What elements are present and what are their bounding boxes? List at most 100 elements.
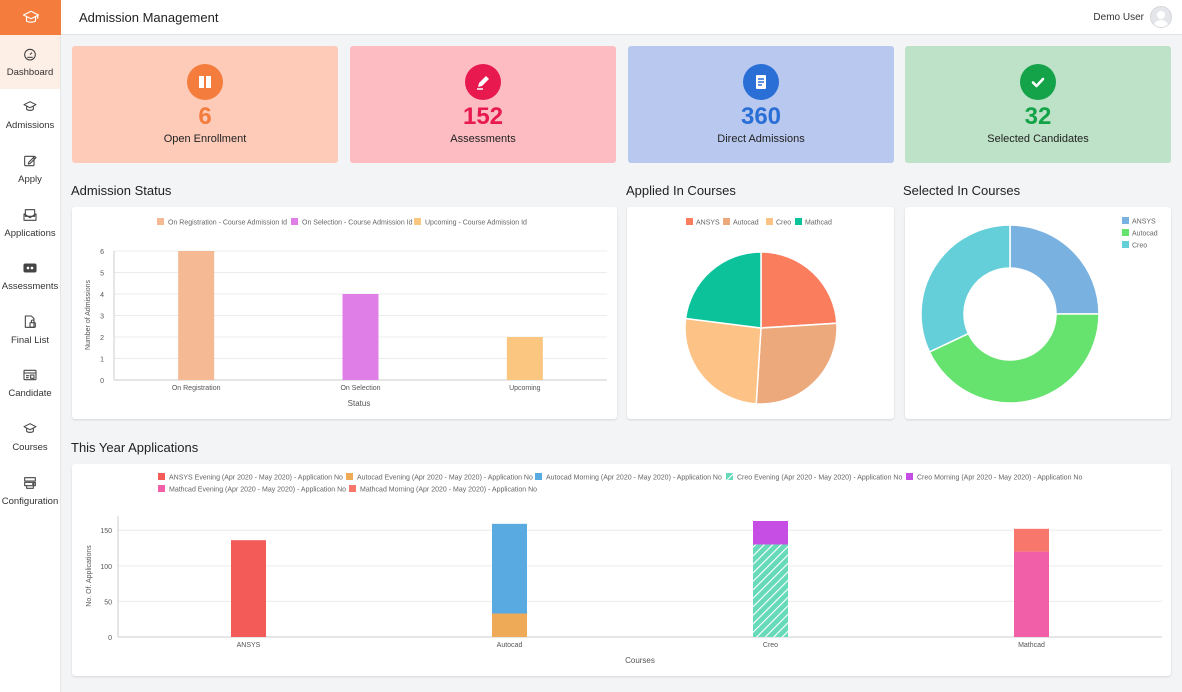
legend-label: Creo Evening (Apr 2020 - May 2020) - App…	[737, 475, 902, 482]
sidebar-item-label: Configuration	[1, 495, 59, 507]
legend-swatch	[346, 473, 353, 480]
legend-label: Upcoming - Course Admission Id	[425, 220, 527, 227]
section-title-applied-courses: Applied In Courses	[626, 183, 736, 198]
stacked-bar-mathcad	[1014, 528, 1049, 552]
legend-swatch	[1122, 217, 1129, 224]
donut-slice-creo	[920, 224, 1011, 353]
sidebar-item-courses[interactable]: Courses	[0, 410, 60, 464]
legend-label: Autocad Evening (Apr 2020 - May 2020) - …	[357, 475, 533, 482]
sidebar-item-label: Applications	[4, 227, 56, 239]
id-card-icon	[23, 370, 37, 381]
stat-card-direct-admissions[interactable]: 360 Direct Admissions	[628, 46, 894, 163]
y-tick-label: 0	[108, 635, 112, 642]
legend-label: ANSYS	[696, 220, 720, 227]
x-axis-label: Courses	[625, 656, 655, 665]
sidebar-item-apply[interactable]: Apply	[0, 142, 60, 196]
sidebar-item-label: Admissions	[5, 120, 55, 132]
app-logo[interactable]	[0, 0, 61, 35]
sidebar-item-assessments[interactable]: Assessments	[0, 249, 60, 303]
sidebar-item-candidate[interactable]: Candidate	[0, 357, 60, 411]
legend-label: ANSYS	[1132, 219, 1156, 226]
sidebar-item-dashboard[interactable]: Dashboard	[0, 35, 60, 89]
legend-swatch	[158, 485, 165, 492]
stat-label: Selected Candidates	[987, 133, 1089, 145]
selected-courses-chart: ANSYS Autocad Creo	[920, 217, 1158, 404]
applied-courses-panel: ANSYS Autocad Creo Mathcad	[627, 207, 894, 419]
legend-swatch	[795, 218, 802, 225]
stacked-bar-ansys	[231, 540, 266, 637]
sidebar-item-applications[interactable]: Applications	[0, 196, 60, 250]
legend-label: Mathcad	[805, 220, 832, 227]
donut-slice-autocad	[928, 313, 1100, 404]
pie-slice-creo	[684, 317, 762, 405]
y-axis-label: No. Of. Applications	[86, 545, 93, 607]
pie-slice-autocad	[755, 322, 838, 405]
y-tick-label: 100	[100, 564, 112, 571]
sidebar-item-label: Apply	[18, 173, 42, 185]
sidebar-item-final-list[interactable]: Final List	[0, 303, 60, 357]
stat-label: Open Enrollment	[163, 133, 247, 145]
sidebar-item-label: Assessments	[1, 281, 59, 293]
legend-swatch	[766, 218, 773, 225]
legend-label: Creo	[1132, 243, 1147, 250]
stacked-bar-autocad	[492, 523, 527, 614]
stat-value: 360	[740, 103, 782, 130]
x-tick-label: On Selection	[340, 385, 380, 392]
stacked-bar-autocad	[492, 613, 527, 637]
legend-swatch	[291, 218, 298, 225]
legend-swatch	[1122, 241, 1129, 248]
stat-card-assessments[interactable]: 152 Assessments	[350, 46, 616, 163]
legend-swatch	[723, 218, 730, 225]
bar-on-registration	[178, 251, 215, 380]
x-tick-label: ANSYS	[237, 642, 261, 649]
graduation-cap-icon	[22, 10, 39, 23]
sidebar: Dashboard Admissions Apply Applications Asse…	[0, 0, 61, 692]
legend-label: Autocad	[733, 220, 759, 227]
stat-card-selected-candidates[interactable]: 32 Selected Candidates	[905, 46, 1171, 163]
y-tick-label: 1	[100, 357, 104, 364]
stat-value: 32	[1024, 103, 1052, 130]
legend-label: Mathcad Evening (Apr 2020 - May 2020) - …	[169, 487, 346, 494]
applied-courses-chart: ANSYS Autocad Creo Mathcad	[684, 218, 838, 405]
legend-label: Autocad Morning (Apr 2020 - May 2020) - …	[546, 475, 722, 482]
user-name: Demo User	[1093, 11, 1144, 23]
user-menu[interactable]: Demo User	[1093, 6, 1172, 28]
stat-value: 6	[198, 103, 212, 130]
pie-slice-ansys	[760, 251, 838, 329]
pen-icon	[465, 64, 501, 100]
y-tick-label: 6	[100, 249, 104, 256]
y-axis-label: Number of Admissions	[85, 279, 92, 350]
section-title-admission-status: Admission Status	[71, 183, 172, 198]
admission-status-panel: 0 1 2 3 4 5 6 On Registration On Selection Upcomi…	[72, 207, 617, 419]
legend-swatch	[414, 218, 421, 225]
x-tick-label: On Registration	[172, 385, 221, 392]
x-tick-label: Autocad	[497, 642, 523, 649]
legend-swatch	[686, 218, 693, 225]
this-year-applications-chart: 0 50 100 150 ANSYS Autocad Creo Mathcad Courses N…	[86, 473, 1162, 665]
graduation-cap-icon	[23, 423, 37, 433]
legend-swatch	[349, 485, 356, 492]
stat-label: Assessments	[450, 133, 516, 145]
x-tick-label: Creo	[763, 642, 778, 649]
edit-icon	[24, 155, 37, 167]
legend-swatch	[726, 473, 733, 480]
selected-courses-panel: ANSYS Autocad Creo	[905, 207, 1171, 419]
graduation-cap-icon	[23, 101, 37, 112]
sidebar-item-admissions[interactable]: Admissions	[0, 89, 60, 143]
avatar[interactable]	[1150, 6, 1172, 28]
configuration-icon	[24, 476, 36, 489]
x-axis-label: Status	[348, 399, 371, 408]
legend-swatch	[1122, 229, 1129, 236]
y-tick-label: 150	[100, 528, 112, 535]
stat-card-open-enrollment[interactable]: 6 Open Enrollment	[72, 46, 338, 163]
pie-slice-mathcad	[684, 251, 762, 329]
y-tick-label: 0	[100, 378, 104, 385]
legend-label: On Selection - Course Admission Id	[302, 220, 413, 227]
stacked-bar-creo	[753, 544, 788, 637]
sidebar-item-configuration[interactable]: Configuration	[0, 464, 60, 518]
admission-status-chart: 0 1 2 3 4 5 6 On Registration On Selection Upcomi…	[85, 218, 607, 408]
sidebar-item-label: Candidate	[8, 388, 52, 400]
legend-swatch	[157, 218, 164, 225]
x-tick-label: Upcoming	[509, 385, 541, 392]
bar-on-selection	[342, 294, 379, 380]
